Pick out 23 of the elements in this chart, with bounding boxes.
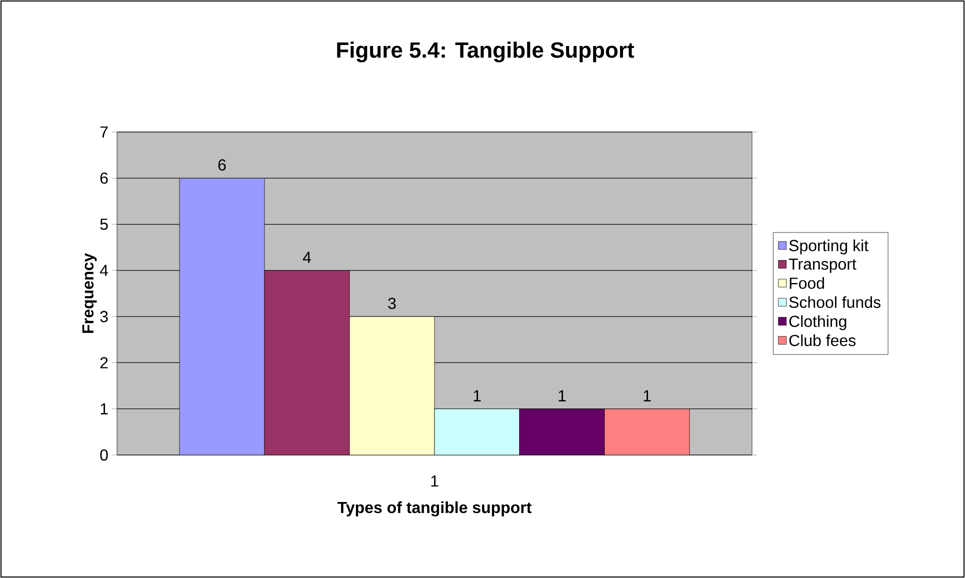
legend-label: Sporting kit (789, 240, 868, 254)
y-axis-title: Frequency (82, 253, 97, 333)
data-label: 1 (644, 390, 651, 402)
legend-label: Food (790, 277, 824, 289)
y-tick-label: 0 (100, 449, 108, 461)
y-tick-label: 4 (100, 264, 108, 276)
data-label: 1 (474, 390, 481, 402)
y-tick-label: 2 (100, 357, 108, 368)
y-tick-label: 7 (100, 126, 108, 138)
y-tick-label: 3 (100, 310, 108, 322)
y-tick-label: 5 (100, 218, 108, 230)
legend-label: Transport (788, 258, 856, 273)
data-label: 1 (558, 390, 566, 402)
legend-label: Club fees (789, 334, 856, 346)
y-tick-label: 6 (100, 172, 108, 184)
data-label: 4 (302, 252, 311, 263)
legend-label: Clothing (789, 315, 846, 330)
data-label: 3 (388, 298, 396, 310)
y-tick-label: 1 (100, 403, 108, 414)
data-label: 6 (218, 159, 226, 171)
chart-title: Figure 5.4: Tangible Support (337, 42, 634, 62)
legend-label: School funds (789, 296, 880, 308)
x-axis-title: Types of tangible support (337, 501, 532, 516)
